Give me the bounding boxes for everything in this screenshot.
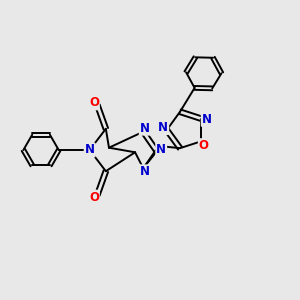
- Text: N: N: [140, 165, 150, 178]
- Text: O: O: [89, 96, 99, 110]
- Text: N: N: [202, 113, 212, 126]
- Text: N: N: [140, 122, 150, 135]
- Text: O: O: [89, 190, 99, 204]
- Text: N: N: [85, 143, 94, 157]
- Text: N: N: [156, 143, 166, 156]
- Text: N: N: [158, 121, 168, 134]
- Text: O: O: [199, 139, 209, 152]
